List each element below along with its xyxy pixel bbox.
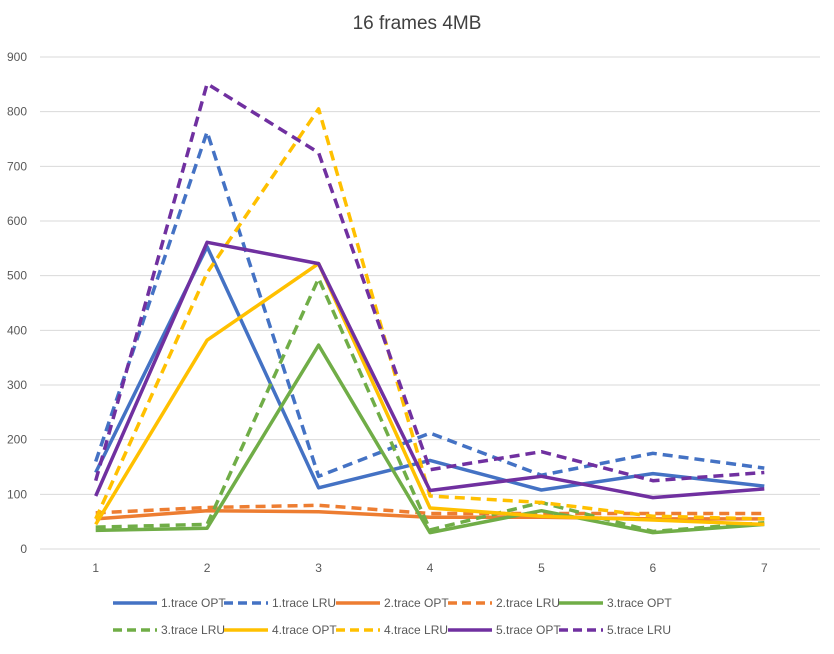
y-tick-label: 200 — [7, 433, 27, 447]
x-tick-label: 1 — [92, 561, 99, 575]
legend-label: 5.trace LRU — [607, 623, 671, 637]
y-tick-label: 600 — [7, 214, 27, 228]
chart-title: 16 frames 4MB — [353, 13, 482, 34]
y-tick-label: 700 — [7, 159, 27, 173]
legend-label: 2.trace LRU — [496, 596, 560, 610]
series-line-8 — [94, 107, 765, 521]
x-tick-label: 3 — [315, 561, 322, 575]
series-line-2 — [94, 130, 765, 479]
legend-label: 1.trace OPT — [161, 596, 226, 610]
series-line-10 — [94, 82, 765, 483]
y-tick-label: 100 — [7, 487, 27, 501]
legend: 1.trace OPT 1.trace LRU 2.trace OPT 2.trace… — [113, 596, 672, 637]
x-tick-label: 2 — [204, 561, 211, 575]
legend-label: 1.trace LRU — [272, 596, 336, 610]
x-axis-ticks: 1 2 3 4 5 6 7 — [92, 561, 768, 575]
legend-label: 3.trace OPT — [607, 596, 672, 610]
legend-label: 3.trace LRU — [161, 623, 225, 637]
x-tick-label: 7 — [761, 561, 768, 575]
x-tick-label: 5 — [538, 561, 545, 575]
x-tick-label: 4 — [427, 561, 434, 575]
series-line-6 — [95, 276, 765, 534]
series-line-9 — [94, 240, 765, 500]
x-tick-label: 6 — [650, 561, 657, 575]
y-tick-label: 400 — [7, 323, 27, 337]
series-line-1 — [94, 244, 765, 492]
legend-label: 4.trace OPT — [272, 623, 337, 637]
y-tick-label: 800 — [7, 105, 27, 119]
series-line-7 — [94, 261, 765, 527]
y-axis-ticks: 0 100 200 300 400 500 600 700 800 900 — [7, 50, 27, 556]
series-lines — [94, 82, 765, 535]
gridlines — [40, 56, 820, 550]
legend-label: 2.trace OPT — [384, 596, 449, 610]
legend-label: 5.trace OPT — [496, 623, 561, 637]
y-tick-label: 300 — [7, 378, 27, 392]
y-tick-label: 500 — [7, 269, 27, 283]
y-tick-label: 900 — [7, 50, 27, 64]
y-tick-label: 0 — [20, 542, 27, 556]
legend-label: 4.trace LRU — [384, 623, 448, 637]
